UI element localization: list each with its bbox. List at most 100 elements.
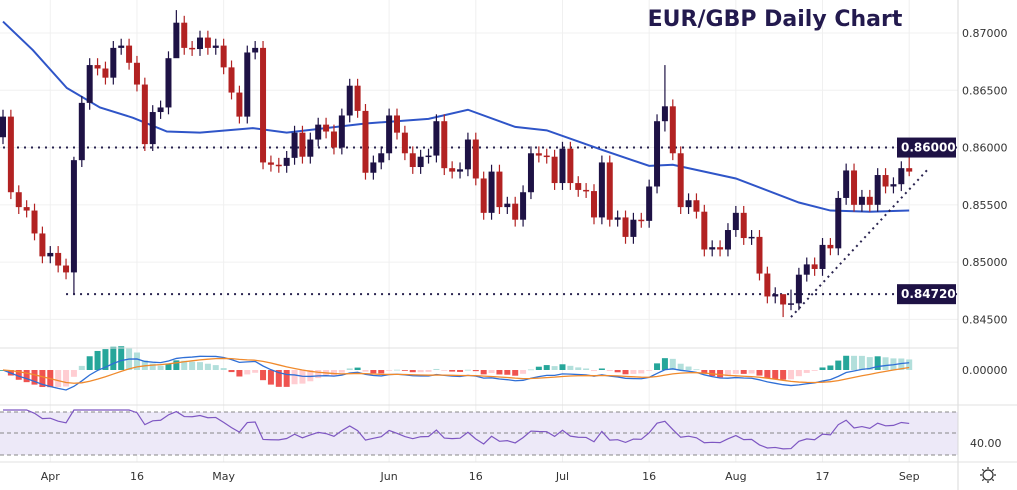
macd-histogram-bar: [449, 370, 456, 372]
candle-body: [275, 164, 282, 167]
candle-body: [520, 192, 527, 220]
candle: [23, 200, 30, 218]
candle: [677, 146, 684, 214]
candle: [275, 157, 282, 173]
settings-gear-icon[interactable]: [980, 467, 996, 483]
gridlines: [0, 0, 958, 462]
candle: [55, 246, 62, 273]
candle-body: [827, 244, 834, 249]
candle: [244, 45, 251, 124]
candle: [370, 155, 377, 180]
macd-histogram-bar: [780, 370, 787, 380]
time-tick-label: Jul: [555, 470, 569, 483]
time-tick-label: Apr: [41, 470, 61, 483]
candle: [748, 230, 755, 245]
candle-body: [70, 160, 77, 273]
candle: [898, 161, 905, 192]
candle: [15, 185, 22, 214]
candle: [220, 38, 227, 75]
macd-histogram-bar: [567, 365, 574, 370]
macd-histogram-bar: [811, 370, 818, 371]
candle-body: [283, 157, 290, 166]
candle-body: [55, 252, 62, 266]
candle-body: [157, 107, 164, 113]
macd-histogram-bar: [464, 369, 471, 371]
candle-body: [614, 217, 621, 220]
macd-histogram-bar: [646, 370, 653, 371]
macd-histogram-bar: [882, 357, 889, 370]
candle-body: [504, 203, 511, 208]
candle-body: [141, 84, 148, 145]
macd-histogram-bar: [874, 356, 881, 370]
candle: [835, 191, 842, 256]
macd-histogram-bar: [598, 368, 605, 370]
macd-histogram-bar: [717, 370, 724, 378]
candle-body: [693, 200, 700, 212]
candle: [669, 99, 676, 161]
candle: [102, 61, 109, 85]
candle: [409, 146, 416, 174]
macd-histogram-bar: [283, 370, 290, 387]
candle: [472, 132, 479, 186]
candle-body: [189, 47, 196, 50]
candle-body: [740, 212, 747, 239]
candle-body: [732, 212, 739, 231]
candle: [732, 205, 739, 237]
macd-histogram-bar: [701, 370, 708, 374]
macd-histogram-bar: [417, 370, 424, 373]
macd-histogram-bar: [575, 367, 582, 370]
candle: [228, 60, 235, 100]
macd-histogram-bar: [866, 357, 873, 370]
candle-body: [654, 121, 661, 187]
macd-histogram-bar: [394, 369, 400, 371]
candle: [7, 109, 14, 200]
candle-body: [858, 196, 865, 205]
candle-body: [63, 265, 70, 273]
candle-body: [882, 175, 889, 187]
candle: [110, 41, 117, 85]
candle-body: [260, 47, 267, 163]
candle-body: [94, 65, 101, 69]
candle: [685, 193, 692, 214]
macd-histogram-bar: [504, 370, 511, 375]
candle: [94, 58, 101, 76]
candle-body: [606, 162, 613, 220]
candle: [788, 289, 794, 311]
candle-body: [630, 219, 637, 237]
candle-body: [0, 116, 6, 138]
candle: [173, 10, 180, 59]
candle-body: [236, 92, 243, 117]
macd-histogram-bar: [654, 363, 661, 370]
candle: [441, 114, 448, 176]
macd-histogram-bar: [520, 370, 527, 374]
candle: [772, 287, 779, 304]
candle-body: [244, 52, 251, 117]
level-label-badge: [897, 137, 956, 158]
macd-histogram-bar: [275, 370, 282, 387]
macd-histogram-bar: [370, 370, 377, 374]
candle: [559, 141, 566, 190]
candle: [283, 150, 290, 173]
price-axis[interactable]: 0.87000 0.86500 0.86000 0.85500 0.85000 0.845…: [962, 27, 1008, 326]
candle-body: [788, 303, 794, 305]
candle-body: [851, 170, 858, 205]
candle: [819, 238, 826, 276]
candle-body: [598, 162, 605, 218]
macd-histogram-bar: [228, 370, 235, 373]
candle: [882, 168, 889, 194]
macd-histogram-bar: [236, 370, 243, 377]
macd-histogram-bar: [197, 362, 203, 370]
candle-body: [7, 116, 14, 193]
level-label: 0.86000: [901, 141, 956, 155]
candle: [701, 204, 708, 257]
candle-body: [480, 178, 487, 213]
time-axis[interactable]: Apr 16 May Jun 16 Jul 16 Aug 17 Sep: [41, 470, 920, 483]
candle-body: [267, 162, 274, 165]
candle: [189, 41, 196, 56]
price-tick-label: 0.86000: [962, 142, 1008, 155]
candle: [488, 164, 495, 220]
candle-body: [835, 197, 842, 249]
macd-histogram-bar: [535, 366, 542, 370]
candle: [480, 171, 487, 220]
price-tick-label: 0.85000: [962, 256, 1008, 269]
